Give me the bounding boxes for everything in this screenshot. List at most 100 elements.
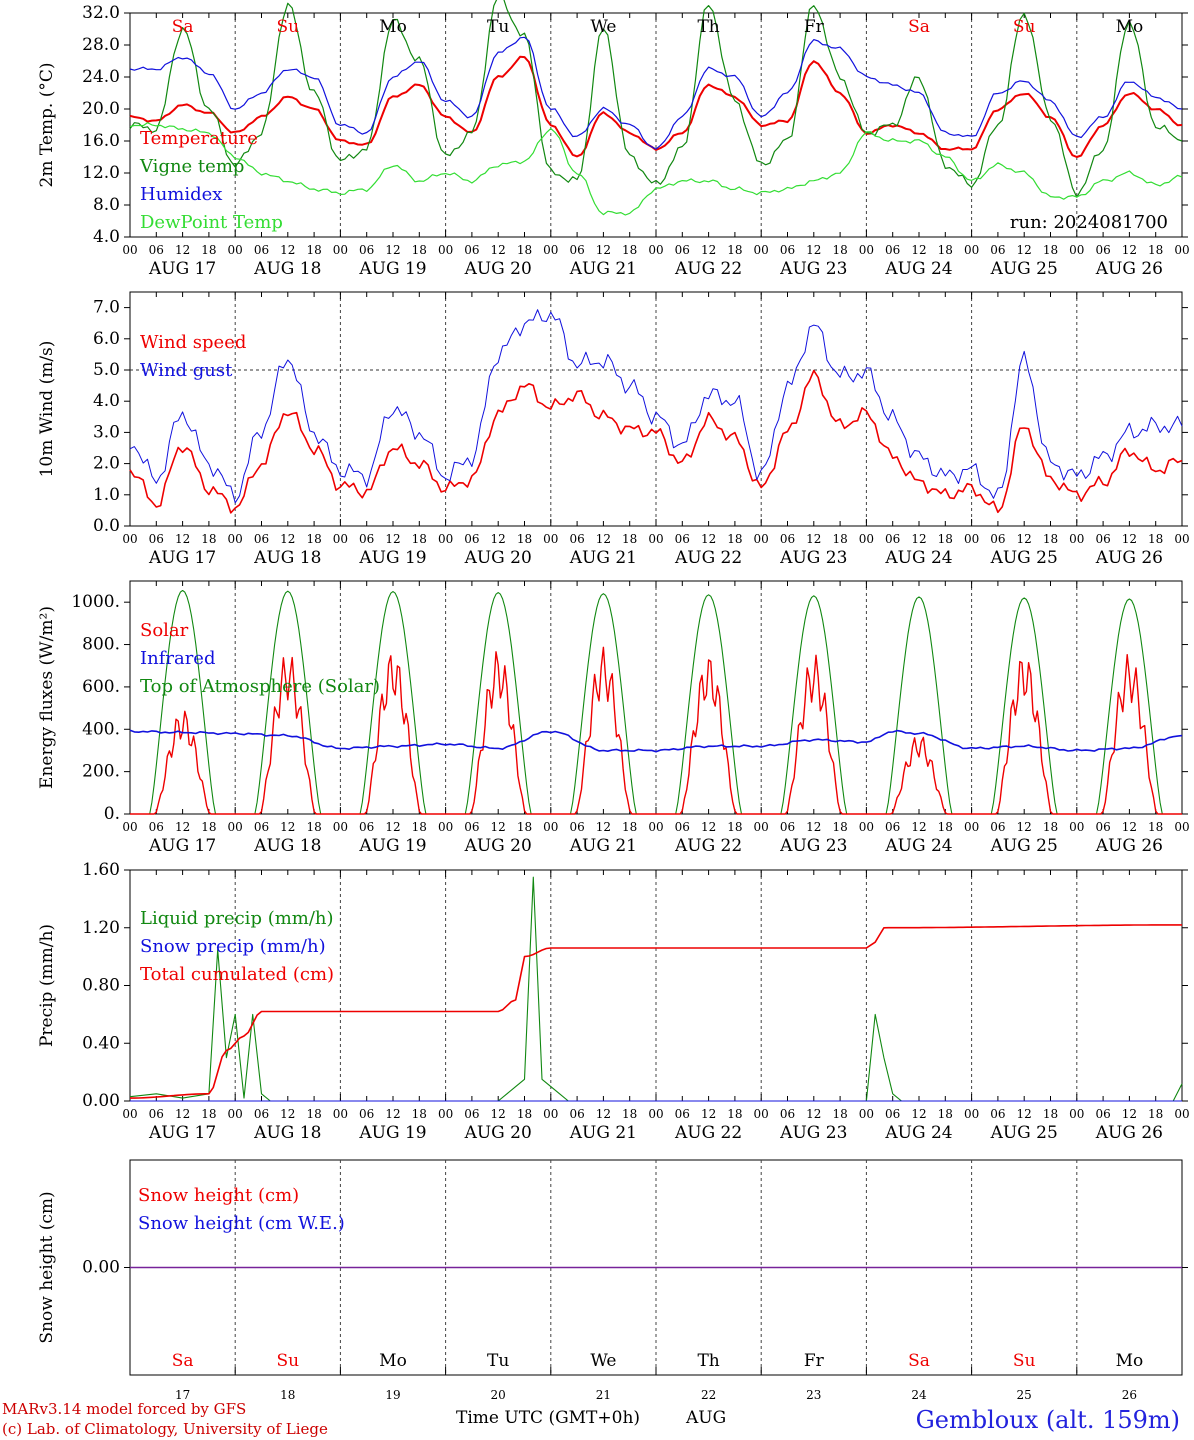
x-tick-label: 18 [622, 820, 637, 834]
weekday-label: Fr [804, 17, 825, 37]
x-tick-label: 00 [543, 532, 558, 546]
date-label: AUG 24 [884, 548, 952, 568]
x-tick-label: 18 [412, 1107, 427, 1121]
x-tick-label: 06 [569, 1107, 584, 1121]
weekday-label: Mo [379, 17, 407, 37]
x-tick-label: 06 [990, 532, 1005, 546]
x-tick-label: 12 [175, 532, 190, 546]
panel-2 [124, 580, 1188, 815]
y-tick-label: 4.0 [93, 227, 120, 247]
y-tick-label: 16.0 [82, 131, 120, 151]
x-tick-label: 12 [596, 532, 611, 546]
x-tick-label: 12 [385, 532, 400, 546]
legend-entry: Humidex [140, 184, 222, 205]
x-tick-label: 06 [149, 820, 164, 834]
legend-entry: Snow height (cm W.E.) [138, 1213, 345, 1234]
x-tick-label: 18 [306, 532, 321, 546]
series-line-blue [129, 36, 1183, 150]
date-label: AUG 19 [358, 548, 426, 568]
x-tick-label: 18 [1148, 532, 1163, 546]
weekday-label: Su [1013, 17, 1036, 37]
x-tick-label: 00 [228, 820, 243, 834]
y-tick-label: 1.60 [82, 860, 120, 880]
date-label: AUG 22 [674, 836, 742, 856]
legend-entry: DewPoint Temp [140, 212, 283, 233]
x-tick-label: 12 [1017, 820, 1032, 834]
day-number: 18 [280, 1388, 295, 1402]
x-tick-label: 12 [1122, 532, 1137, 546]
x-tick-label: 18 [1043, 1107, 1058, 1121]
x-tick-label: 12 [1017, 243, 1032, 257]
x-tick-label: 18 [832, 532, 847, 546]
y-tick-label: 400. [82, 719, 120, 739]
x-tick-label: 06 [359, 243, 374, 257]
date-label: AUG 17 [148, 1123, 216, 1143]
x-tick-label: 06 [464, 820, 479, 834]
x-tick-label: 12 [491, 243, 506, 257]
x-tick-label: 18 [727, 243, 742, 257]
x-tick-label: 00 [1069, 1107, 1084, 1121]
date-label: AUG 25 [990, 259, 1058, 279]
x-tick-label: 18 [306, 1107, 321, 1121]
x-tick-label: 12 [280, 532, 295, 546]
date-label: AUG 24 [884, 1123, 952, 1143]
x-tick-label: 18 [727, 820, 742, 834]
x-tick-label: 18 [201, 820, 216, 834]
series-line-infrared [129, 729, 1183, 753]
x-tick-label: 00 [228, 243, 243, 257]
legend-entry: Snow height (cm) [138, 1185, 299, 1206]
panel-3 [124, 869, 1188, 1102]
x-tick-label: 00 [333, 1107, 348, 1121]
date-label: AUG 26 [1095, 836, 1163, 856]
date-label: AUG 26 [1095, 259, 1163, 279]
x-tick-label: 18 [517, 1107, 532, 1121]
legend-entry: Vigne temp [139, 156, 244, 177]
x-tick-label: 06 [675, 532, 690, 546]
series-line-solar [130, 646, 1182, 815]
x-tick-label: 00 [859, 820, 874, 834]
x-tick-label: 00 [1069, 820, 1084, 834]
x-tick-label: 18 [1148, 1107, 1163, 1121]
x-tick-label: 12 [806, 820, 821, 834]
date-label: AUG 26 [1095, 1123, 1163, 1143]
x-tick-label: 06 [464, 532, 479, 546]
x-tick-label: 00 [1174, 820, 1189, 834]
x-tick-label: 00 [648, 532, 663, 546]
x-tick-label: 00 [122, 532, 137, 546]
weekday-label: Sa [908, 1351, 930, 1371]
x-tick-label: 18 [412, 820, 427, 834]
date-label: AUG 26 [1095, 548, 1163, 568]
x-tick-label: 06 [569, 820, 584, 834]
weekday-label: We [590, 17, 616, 37]
day-number: 26 [1122, 1388, 1137, 1402]
x-tick-label: 06 [675, 1107, 690, 1121]
day-number: 23 [806, 1388, 821, 1402]
date-label: AUG 21 [569, 1123, 637, 1143]
day-number: 25 [1017, 1388, 1032, 1402]
x-tick-label: 00 [122, 820, 137, 834]
panel-1 [124, 291, 1188, 527]
x-tick-label: 18 [938, 532, 953, 546]
y-tick-label: 0.00 [82, 1258, 120, 1278]
date-label: AUG 22 [674, 1123, 742, 1143]
x-tick-label: 00 [648, 1107, 663, 1121]
series-line-red [129, 55, 1183, 158]
x-tick-label: 00 [1174, 532, 1189, 546]
day-number: 17 [175, 1388, 190, 1402]
date-label: AUG 20 [464, 1123, 532, 1143]
x-tick-label: 00 [543, 243, 558, 257]
x-tick-label: 06 [990, 1107, 1005, 1121]
x-tick-label: 12 [596, 1107, 611, 1121]
x-tick-label: 18 [622, 243, 637, 257]
y-tick-label: 32.0 [82, 3, 120, 23]
date-label: AUG 23 [779, 259, 847, 279]
x-tick-label: 12 [911, 1107, 926, 1121]
y-tick-label: 1.0 [93, 485, 120, 505]
date-label: AUG 25 [990, 1123, 1058, 1143]
series-line-lgreen [129, 122, 1183, 216]
y-tick-label: 4.0 [93, 391, 120, 411]
x-tick-label: 00 [964, 1107, 979, 1121]
x-tick-label: 00 [1174, 243, 1189, 257]
x-tick-label: 12 [175, 1107, 190, 1121]
